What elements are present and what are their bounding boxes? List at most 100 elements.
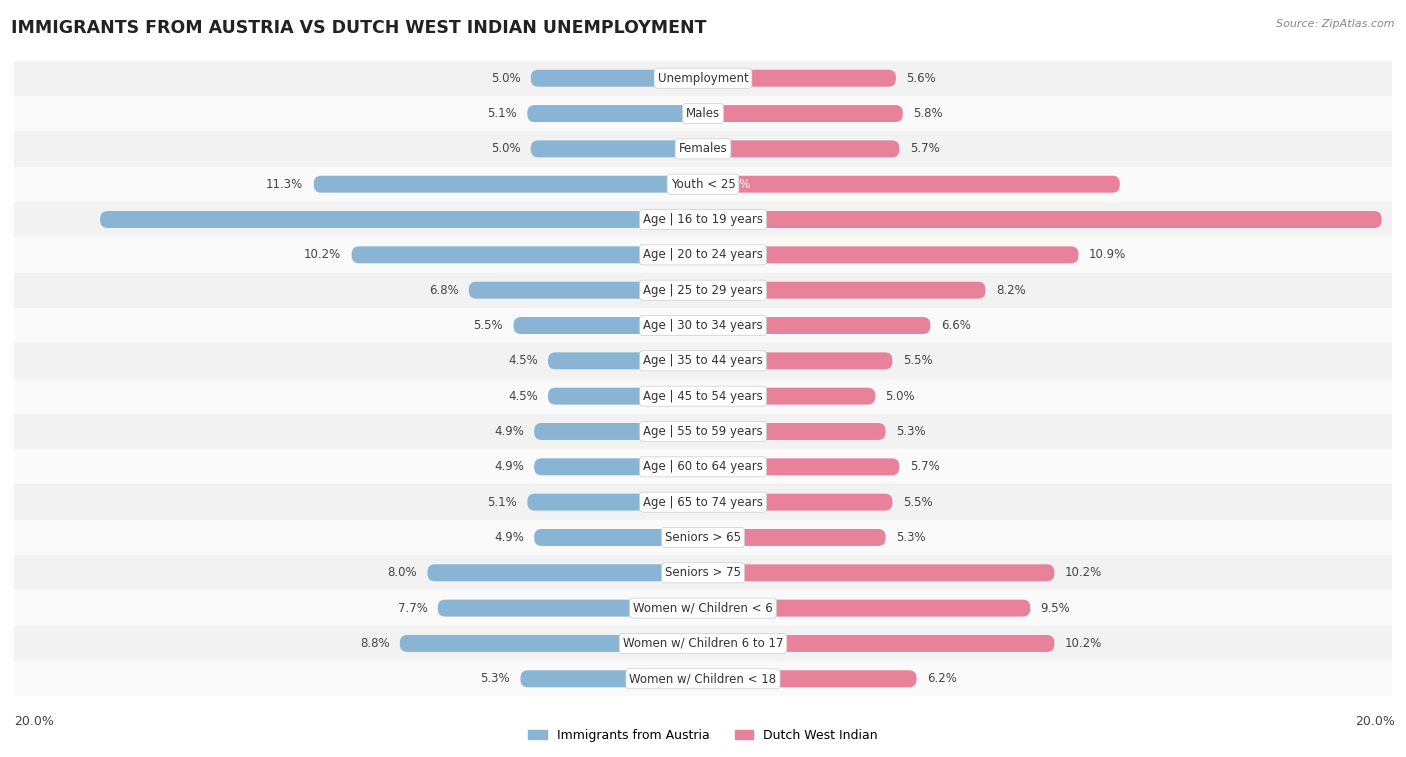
FancyBboxPatch shape <box>703 600 1031 617</box>
Text: 5.8%: 5.8% <box>912 107 943 120</box>
Text: 10.2%: 10.2% <box>1064 637 1102 650</box>
Bar <box>14 555 1392 590</box>
Bar <box>14 61 1392 96</box>
Text: 5.3%: 5.3% <box>896 531 925 544</box>
Text: 10.9%: 10.9% <box>1088 248 1126 261</box>
Bar <box>14 167 1392 202</box>
FancyBboxPatch shape <box>548 352 703 369</box>
Text: 17.5%: 17.5% <box>655 213 693 226</box>
Text: Age | 35 to 44 years: Age | 35 to 44 years <box>643 354 763 367</box>
Text: 5.0%: 5.0% <box>491 142 520 155</box>
Legend: Immigrants from Austria, Dutch West Indian: Immigrants from Austria, Dutch West Indi… <box>523 724 883 747</box>
FancyBboxPatch shape <box>534 529 703 546</box>
Bar <box>14 626 1392 661</box>
FancyBboxPatch shape <box>534 423 703 440</box>
Text: 20.0%: 20.0% <box>14 715 53 728</box>
FancyBboxPatch shape <box>703 70 896 87</box>
Text: 5.7%: 5.7% <box>910 460 939 473</box>
Bar <box>14 484 1392 520</box>
Text: Age | 25 to 29 years: Age | 25 to 29 years <box>643 284 763 297</box>
FancyBboxPatch shape <box>100 211 703 228</box>
Bar <box>14 590 1392 626</box>
Text: Women w/ Children 6 to 17: Women w/ Children 6 to 17 <box>623 637 783 650</box>
Text: Women w/ Children < 18: Women w/ Children < 18 <box>630 672 776 685</box>
FancyBboxPatch shape <box>531 140 703 157</box>
Bar <box>14 661 1392 696</box>
FancyBboxPatch shape <box>703 211 1382 228</box>
FancyBboxPatch shape <box>352 246 703 263</box>
Text: 8.0%: 8.0% <box>388 566 418 579</box>
Text: 5.0%: 5.0% <box>491 72 520 85</box>
Text: 9.5%: 9.5% <box>1040 602 1070 615</box>
FancyBboxPatch shape <box>703 635 1054 652</box>
Text: 5.3%: 5.3% <box>896 425 925 438</box>
FancyBboxPatch shape <box>703 140 900 157</box>
FancyBboxPatch shape <box>527 494 703 511</box>
Text: 5.5%: 5.5% <box>903 354 932 367</box>
FancyBboxPatch shape <box>527 105 703 122</box>
Text: 5.1%: 5.1% <box>488 496 517 509</box>
FancyBboxPatch shape <box>513 317 703 334</box>
FancyBboxPatch shape <box>548 388 703 405</box>
FancyBboxPatch shape <box>520 670 703 687</box>
FancyBboxPatch shape <box>703 494 893 511</box>
FancyBboxPatch shape <box>703 105 903 122</box>
Text: 20.0%: 20.0% <box>1355 715 1395 728</box>
FancyBboxPatch shape <box>703 670 917 687</box>
Text: 8.2%: 8.2% <box>995 284 1025 297</box>
FancyBboxPatch shape <box>399 635 703 652</box>
FancyBboxPatch shape <box>531 70 703 87</box>
FancyBboxPatch shape <box>703 282 986 299</box>
Text: 10.2%: 10.2% <box>1064 566 1102 579</box>
Text: 4.5%: 4.5% <box>508 354 537 367</box>
Text: 4.9%: 4.9% <box>494 460 524 473</box>
Text: Age | 20 to 24 years: Age | 20 to 24 years <box>643 248 763 261</box>
Bar <box>14 449 1392 484</box>
Text: 7.7%: 7.7% <box>398 602 427 615</box>
Bar <box>14 343 1392 378</box>
Text: 6.6%: 6.6% <box>941 319 970 332</box>
Text: 12.1%: 12.1% <box>713 178 751 191</box>
Text: Males: Males <box>686 107 720 120</box>
Text: 4.9%: 4.9% <box>494 425 524 438</box>
Text: 10.2%: 10.2% <box>304 248 342 261</box>
Bar <box>14 96 1392 131</box>
Text: Age | 45 to 54 years: Age | 45 to 54 years <box>643 390 763 403</box>
Text: 4.5%: 4.5% <box>508 390 537 403</box>
FancyBboxPatch shape <box>703 423 886 440</box>
Text: Youth < 25: Youth < 25 <box>671 178 735 191</box>
Text: 5.6%: 5.6% <box>907 72 936 85</box>
FancyBboxPatch shape <box>703 564 1054 581</box>
Text: Age | 60 to 64 years: Age | 60 to 64 years <box>643 460 763 473</box>
FancyBboxPatch shape <box>314 176 703 193</box>
Text: 5.5%: 5.5% <box>474 319 503 332</box>
Text: Age | 16 to 19 years: Age | 16 to 19 years <box>643 213 763 226</box>
FancyBboxPatch shape <box>437 600 703 617</box>
Text: 19.7%: 19.7% <box>713 213 751 226</box>
Text: 6.8%: 6.8% <box>429 284 458 297</box>
Text: Women w/ Children < 6: Women w/ Children < 6 <box>633 602 773 615</box>
Bar <box>14 520 1392 555</box>
Text: 8.8%: 8.8% <box>360 637 389 650</box>
Text: 5.5%: 5.5% <box>903 496 932 509</box>
Bar <box>14 273 1392 308</box>
Text: Age | 65 to 74 years: Age | 65 to 74 years <box>643 496 763 509</box>
Bar <box>14 237 1392 273</box>
Text: Seniors > 75: Seniors > 75 <box>665 566 741 579</box>
Text: 11.3%: 11.3% <box>266 178 304 191</box>
FancyBboxPatch shape <box>703 352 893 369</box>
FancyBboxPatch shape <box>427 564 703 581</box>
FancyBboxPatch shape <box>703 176 1119 193</box>
Bar <box>14 378 1392 414</box>
Bar <box>14 202 1392 237</box>
FancyBboxPatch shape <box>703 246 1078 263</box>
Text: IMMIGRANTS FROM AUSTRIA VS DUTCH WEST INDIAN UNEMPLOYMENT: IMMIGRANTS FROM AUSTRIA VS DUTCH WEST IN… <box>11 19 707 37</box>
FancyBboxPatch shape <box>468 282 703 299</box>
FancyBboxPatch shape <box>534 458 703 475</box>
Bar <box>14 414 1392 449</box>
Text: Females: Females <box>679 142 727 155</box>
Text: Age | 30 to 34 years: Age | 30 to 34 years <box>643 319 763 332</box>
FancyBboxPatch shape <box>703 458 900 475</box>
FancyBboxPatch shape <box>703 529 886 546</box>
Text: Source: ZipAtlas.com: Source: ZipAtlas.com <box>1277 19 1395 29</box>
